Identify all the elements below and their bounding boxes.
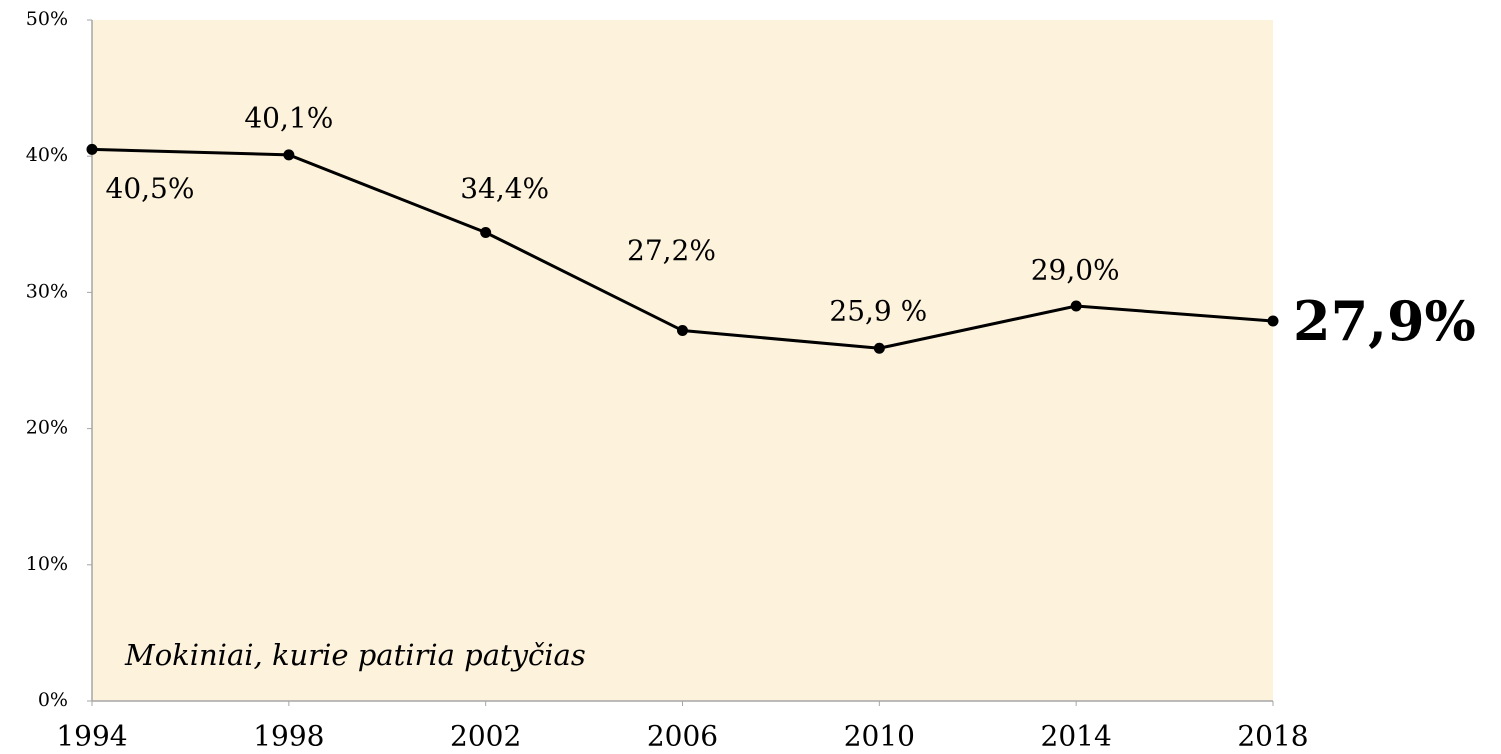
x-tick-label: 2010	[844, 720, 915, 753]
data-label: 40,5%	[106, 172, 195, 205]
data-label: 29,0%	[1031, 254, 1120, 287]
y-tick-label: 50%	[26, 8, 68, 30]
data-label: 40,1%	[244, 101, 333, 134]
x-tick-label: 2006	[647, 720, 718, 753]
x-tick-label: 2002	[450, 720, 521, 753]
data-label: 25,9 %	[829, 295, 927, 328]
point	[1267, 315, 1279, 327]
y-tick-label: 20%	[26, 417, 68, 439]
y-tick-label: 30%	[26, 280, 68, 302]
point	[1070, 300, 1082, 312]
annotation: Mokiniai, kurie patiria patyčias	[124, 638, 586, 672]
point	[283, 149, 295, 161]
data-label: 27,2%	[627, 234, 716, 267]
point	[677, 325, 688, 337]
data-label: 34,4%	[460, 172, 549, 205]
point	[873, 342, 885, 354]
data-label: 27,9%	[1293, 289, 1476, 353]
y-tick-label: 0%	[38, 689, 68, 711]
point	[480, 226, 492, 238]
x-tick-label: 2014	[1041, 720, 1112, 753]
point	[86, 143, 98, 155]
x-tick-label: 2018	[1237, 720, 1308, 753]
plot-background	[92, 20, 1273, 701]
y-tick-label: 10%	[26, 553, 68, 575]
x-tick-label: 1998	[253, 720, 324, 753]
y-tick-label: 40%	[26, 144, 68, 166]
x-tick-label: 1994	[56, 720, 127, 753]
